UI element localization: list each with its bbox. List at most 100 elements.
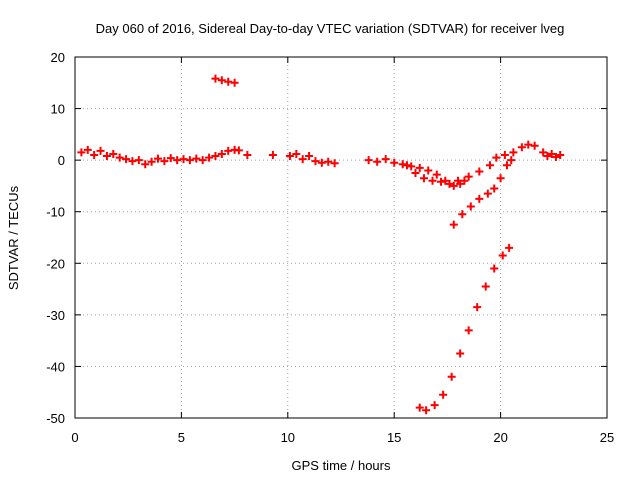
data-point [449,181,458,190]
data-point [96,146,105,155]
data-point [483,189,492,198]
data-point [481,282,490,291]
data-point [475,167,484,176]
data-point [473,303,482,312]
data-point [539,148,548,157]
data-point [509,148,518,157]
data-point [524,140,533,149]
data-point [556,150,565,159]
x-tick-label: 25 [600,430,614,445]
data-point [441,176,450,185]
data-point [402,161,411,170]
data-point [205,153,214,162]
data-point [324,157,333,166]
data-point [517,143,526,152]
data-point [311,157,320,166]
data-point [134,156,143,165]
data-point [485,161,494,170]
data-point [364,156,373,165]
x-tick-label: 20 [493,430,507,445]
data-point [466,202,475,211]
data-point [102,152,111,161]
data-point [398,160,407,169]
gridlines [75,57,607,418]
data-point [464,172,473,181]
data-point [305,152,314,161]
data-point [128,157,137,166]
data-point [449,220,458,229]
data-point [407,162,416,171]
plot-frame [74,56,608,419]
data-point [424,166,433,175]
data-point [500,150,509,159]
data-point [422,406,431,415]
data-point [109,149,118,158]
data-point [490,184,499,193]
data-point [464,326,473,335]
axis-ticks [74,56,608,419]
y-tick-label: -10 [46,205,65,220]
data-point [243,150,252,159]
x-tick-label: 5 [178,430,185,445]
data-point [428,176,437,185]
data-point [298,155,307,164]
data-point [211,152,220,161]
data-point [498,251,507,260]
data-point [505,243,514,252]
data-point [77,148,86,157]
data-point [330,159,339,168]
data-point [173,156,182,165]
data-point [217,76,226,85]
chart-title: Day 060 of 2016, Sidereal Day-to-day VTE… [96,21,565,36]
data-point [492,153,501,162]
data-point [454,176,463,185]
data-point [211,74,220,83]
data-point [192,154,201,163]
y-tick-label: -30 [46,308,65,323]
data-point [432,170,441,179]
data-point [234,146,243,155]
data-point [551,153,560,162]
data-point [198,156,207,165]
data-point [153,154,162,163]
data-point [381,155,390,164]
data-point [185,156,194,165]
data-point [458,210,467,219]
data-point [147,157,156,166]
y-tick-label: -40 [46,359,65,374]
x-tick-label: 10 [281,430,295,445]
data-point [411,169,420,178]
data-point [285,152,294,161]
data-point [83,145,92,154]
x-tick-labels: 0 5 10 15 20 25 [71,430,614,445]
data-point [390,158,399,167]
data-point [419,174,428,183]
data-point [160,157,169,166]
y-tick-label: -20 [46,256,65,271]
y-tick-label: 20 [51,50,65,65]
data-point [217,149,226,158]
y-tick-label: 10 [51,102,65,117]
y-tick-label: -50 [46,411,65,426]
y-axis-label: SDTVAR / TECUs [6,185,21,290]
y-tick-labels: -50 -40 -30 -20 -10 0 10 20 [46,50,65,426]
data-point [122,155,131,164]
data-point [496,174,505,183]
data-point [179,155,188,164]
data-point [430,401,439,410]
x-tick-label: 15 [387,430,401,445]
data-point [475,194,484,203]
data-point [507,156,516,165]
data-point [166,154,175,163]
data-point [115,153,124,162]
data-point [224,77,233,86]
data-points [77,74,565,415]
data-point [141,160,150,169]
data-point [373,157,382,166]
x-axis-label: GPS time / hours [292,458,391,473]
data-point [502,161,511,170]
data-point [90,150,99,159]
data-point [447,372,456,381]
data-point [224,146,233,155]
